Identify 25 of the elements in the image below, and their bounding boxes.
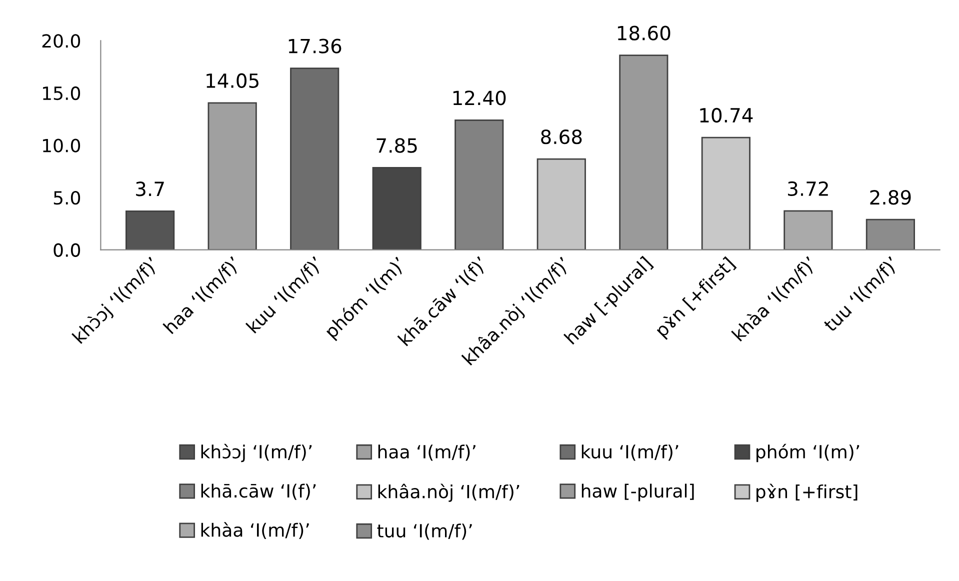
legend-label: khàa ‘I(m/f)’	[201, 522, 309, 539]
data-label: 14.05	[206, 73, 258, 88]
legend-label: haa ‘I(m/f)’	[378, 444, 476, 461]
data-label: 17.36	[288, 38, 342, 54]
legend-label: pɤ̀n [+first]	[756, 484, 858, 502]
y-tick-label: 0.0	[54, 243, 80, 257]
data-label: 10.74	[700, 108, 753, 123]
data-label: 8.68	[541, 129, 582, 144]
legend-label: tuu ‘I(m/f)’	[377, 524, 472, 540]
data-label: 12.40	[453, 90, 506, 106]
legend-label: khā.cāw ‘I(f)’	[201, 484, 316, 500]
data-label: 18.60	[618, 26, 670, 40]
data-label: 7.85	[376, 138, 417, 153]
legend-label: haw [-plural]	[582, 484, 694, 502]
legend-label: khɔ̀ɔj ‘I(m/f)’	[201, 444, 312, 462]
legend-label: khâa.nòj ‘I(m/f)’	[378, 484, 520, 502]
y-tick-label: 15.0	[43, 86, 80, 100]
data-label: 3.72	[788, 181, 828, 196]
data-label: 2.89	[870, 190, 911, 205]
data-label: 3.7	[136, 182, 164, 196]
y-tick-label: 20.0	[42, 34, 80, 48]
legend-label: kuu ‘I(m/f)’	[582, 444, 678, 461]
y-tick-label: 5.0	[54, 191, 80, 205]
legend-label: phóm ‘I(m)’	[756, 444, 860, 462]
y-tick-label: 10.0	[43, 138, 80, 152]
